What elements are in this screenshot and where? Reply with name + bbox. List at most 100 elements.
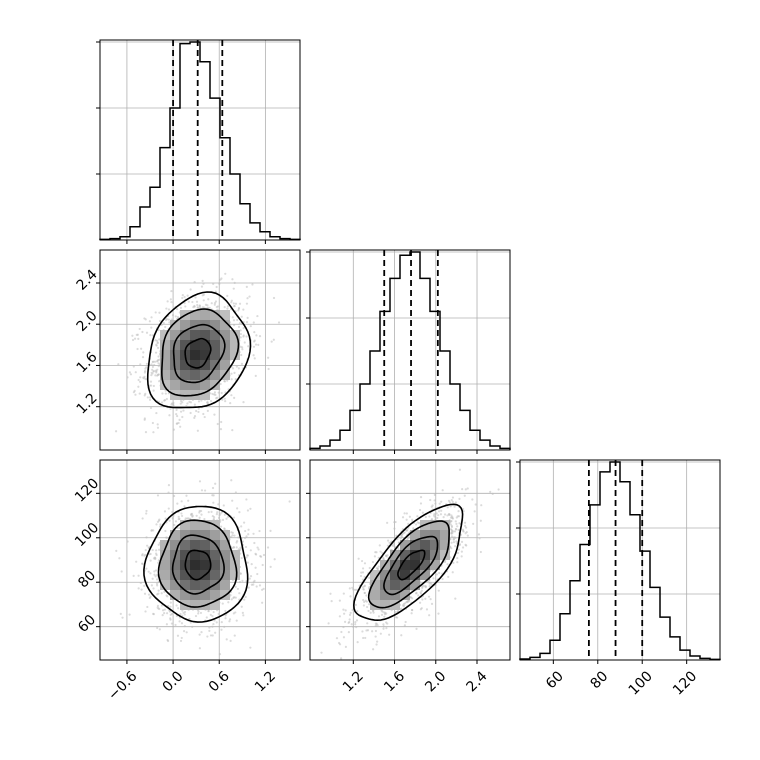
scatter-point [450, 547, 453, 550]
scatter-point [179, 425, 182, 428]
scatter-point [143, 584, 146, 587]
scatter-point [386, 539, 390, 542]
x-tick-label: 60 [543, 668, 567, 692]
density-cell [410, 530, 420, 540]
scatter-point [232, 612, 235, 615]
scatter-point [245, 335, 248, 338]
density-cell [210, 330, 220, 340]
histogram-steps [99, 41, 301, 241]
scatter-point [249, 507, 252, 510]
x-tick-label: 1.6 [381, 668, 408, 695]
scatter-point [193, 280, 196, 284]
scatter-point [163, 608, 166, 611]
hist-panel-2 [516, 459, 721, 661]
scatter-point [232, 302, 235, 305]
scatter-point [231, 278, 234, 281]
scatter-point [200, 489, 204, 492]
scatter-point [153, 570, 156, 573]
scatter-point [352, 625, 355, 629]
scatter-point [119, 612, 122, 615]
scatter-point [454, 545, 457, 548]
scatter-point [172, 428, 176, 431]
scatter-point [176, 414, 179, 418]
x-tick-label: 0.6 [206, 668, 233, 695]
scatter-point [211, 392, 214, 396]
scatter-point [396, 616, 399, 619]
scatter-point [157, 362, 160, 365]
scatter-point [157, 543, 160, 546]
scatter-point [435, 512, 438, 515]
scatter-point [166, 300, 169, 303]
scatter-point [269, 529, 272, 532]
density-cell [430, 520, 440, 530]
scatter-point [160, 323, 163, 326]
scatter-point [272, 296, 276, 300]
scatter-point [489, 490, 492, 493]
y-tick-label: 100 [72, 520, 102, 550]
density-cell [190, 590, 200, 600]
scatter-point [163, 590, 166, 593]
scatter-point [169, 298, 172, 301]
scatter-point [132, 391, 135, 394]
scatter-point [460, 550, 463, 553]
scatter-point [212, 610, 215, 614]
scatter-point [155, 370, 158, 373]
scatter-point [232, 287, 235, 290]
scatter-point [241, 348, 244, 351]
scatter-point [148, 596, 151, 600]
scatter-point [174, 520, 178, 523]
scatter-point [248, 295, 251, 298]
scatter-point [220, 628, 223, 631]
scatter-point [143, 371, 147, 374]
scatter-point [197, 410, 200, 414]
scatter-point [154, 569, 158, 572]
scatter-point [346, 662, 348, 664]
scatter-point [200, 513, 203, 516]
scatter-point [356, 641, 359, 644]
density-cell [160, 380, 170, 390]
scatter-point [185, 404, 188, 408]
scatter-point [253, 339, 256, 342]
scatter-point [178, 418, 181, 421]
contour-line [143, 505, 249, 623]
scatter-point [254, 343, 258, 346]
scatter-point [452, 561, 455, 564]
scatter-point [133, 337, 137, 340]
density-cell [180, 330, 190, 340]
scatter-point [150, 529, 153, 532]
scatter-point [368, 585, 371, 589]
scatter-point [219, 382, 222, 386]
scatter-point [261, 601, 264, 604]
scatter-point [153, 556, 156, 559]
scatter-point [220, 277, 223, 280]
scatter-point [376, 567, 379, 570]
scatter-point [236, 587, 240, 591]
scatter-point [457, 510, 460, 513]
scatter-point [191, 514, 194, 517]
scatter-point [256, 572, 259, 576]
scatter-point [320, 651, 323, 654]
scatter-point [415, 591, 418, 595]
scatter-point [385, 621, 388, 624]
scatter-point [193, 416, 196, 419]
scatter-point [141, 356, 145, 359]
scatter-point [239, 336, 242, 339]
density-cell [200, 350, 210, 360]
scatter-point [238, 302, 242, 305]
density-cell [180, 370, 190, 380]
scatter-point [458, 543, 461, 547]
scatter-point [188, 400, 191, 403]
scatter-point [157, 328, 160, 332]
scatter-point [213, 516, 216, 519]
scatter-panel-0 [99, 249, 301, 451]
scatter-point [140, 588, 143, 591]
density-cell [370, 570, 380, 580]
scatter-point [213, 301, 217, 305]
scatter-point [238, 592, 241, 595]
density-cell [190, 370, 200, 380]
scatter-point [229, 402, 232, 405]
scatter-point [211, 625, 214, 628]
scatter-point [245, 321, 249, 324]
scatter-point [246, 509, 250, 512]
scatter-point [235, 619, 238, 622]
